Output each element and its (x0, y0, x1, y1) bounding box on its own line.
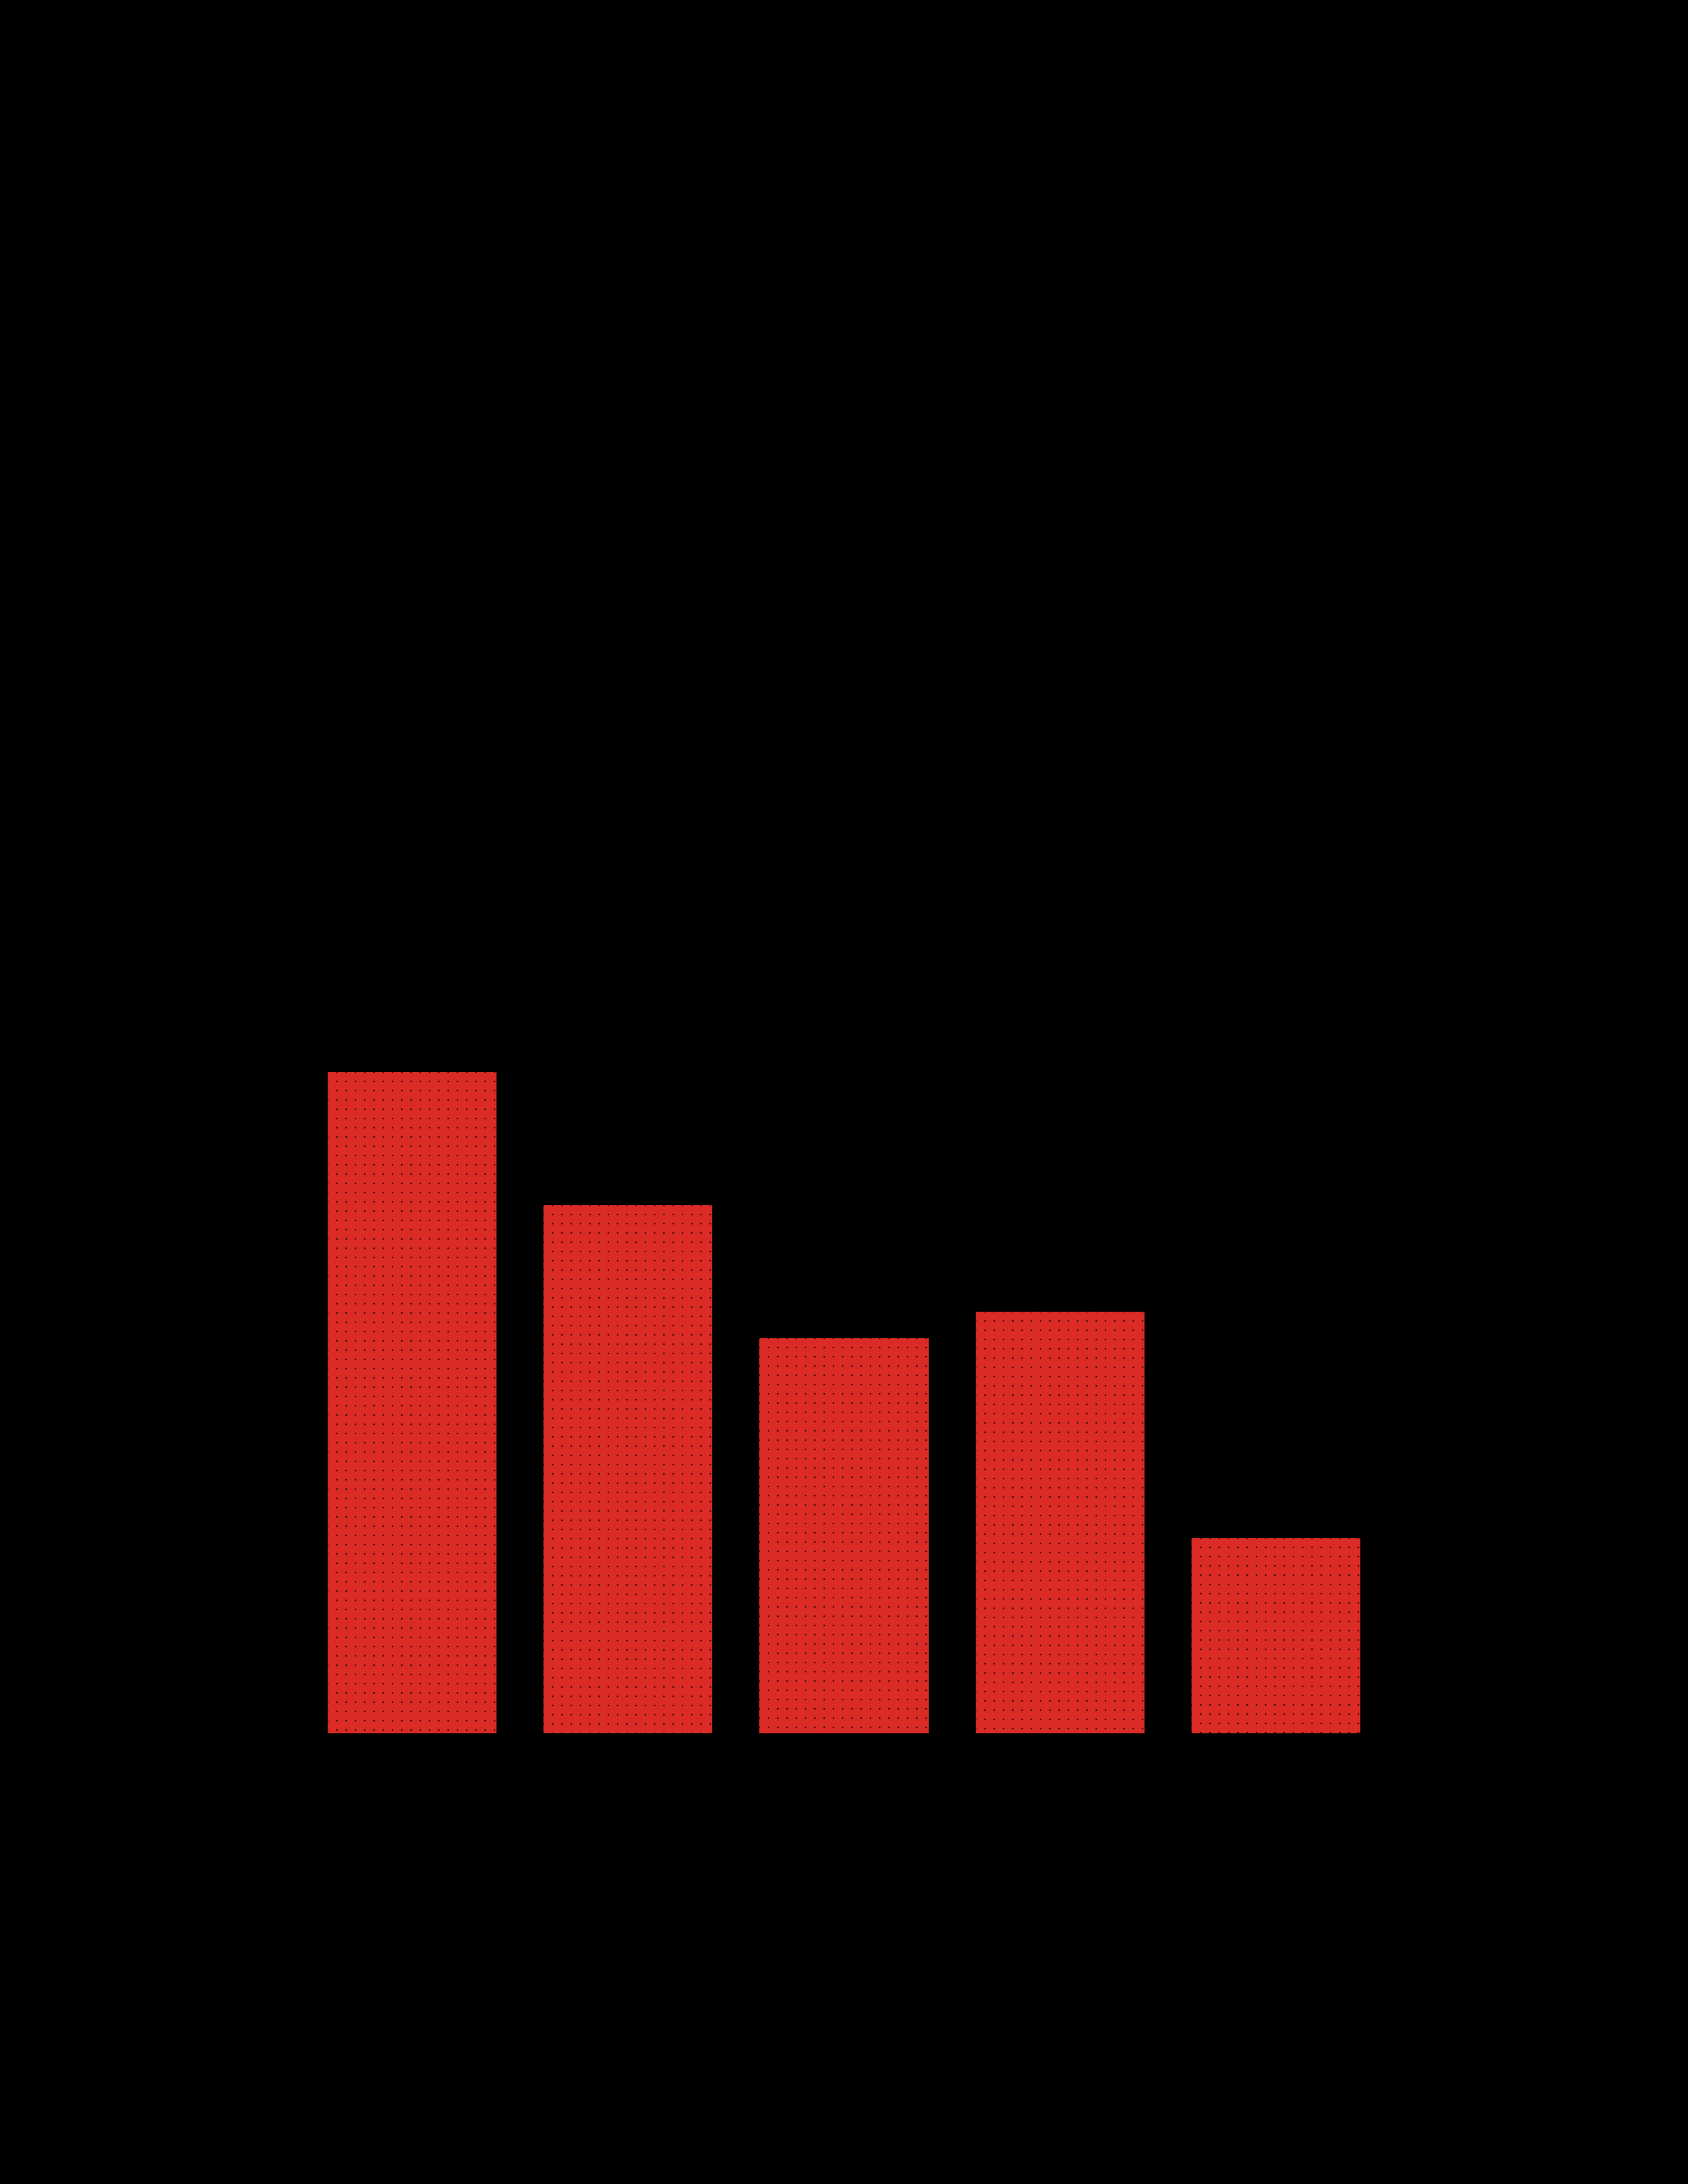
page: { "canvas": { "width": 2550, "height": 3… (0, 0, 1688, 2184)
bar-A (326, 1070, 498, 1735)
x-tick (411, 1735, 413, 1743)
x-tick (843, 1735, 845, 1743)
y-tick (296, 1602, 304, 1604)
right-spine (1383, 1070, 1385, 1735)
bar-chart (0, 0, 1688, 2184)
y-tick (296, 1336, 304, 1338)
bar-C (757, 1336, 930, 1735)
y-axis (303, 1070, 305, 1735)
plot-area (304, 1070, 1384, 1735)
x-tick (1275, 1735, 1277, 1743)
x-tick (1059, 1735, 1061, 1743)
y-tick (296, 1203, 304, 1205)
y-tick (296, 1469, 304, 1471)
bar-D (974, 1310, 1147, 1735)
bar-B (541, 1203, 714, 1735)
x-tick (627, 1735, 629, 1743)
top-spine (304, 1069, 1384, 1071)
y-tick (296, 1069, 304, 1071)
bar-E (1190, 1536, 1362, 1736)
